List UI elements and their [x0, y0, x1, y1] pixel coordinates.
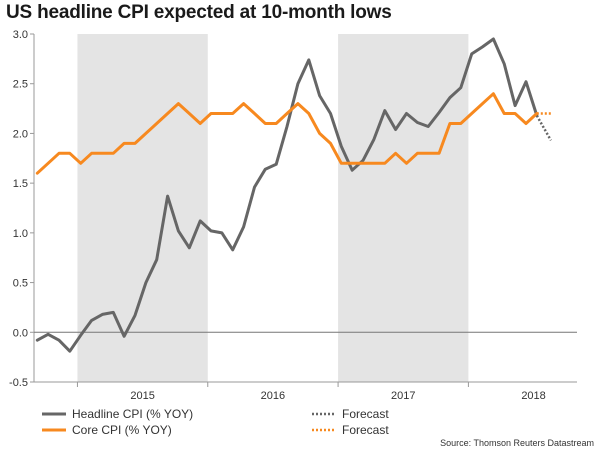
legend-label-core: Core CPI (% YOY) [72, 423, 172, 437]
y-tick-label: -0.5 [9, 377, 28, 389]
source-note: Source: Thomson Reuters Datastream [440, 438, 594, 448]
axes [33, 34, 577, 383]
x-tick-label-2018: 2018 [521, 390, 545, 402]
headline-forecast-line [535, 114, 552, 142]
legend: Headline CPI (% YOY) Core CPI (% YOY) Fo… [42, 407, 389, 437]
legend-label-headline-forecast: Forecast [342, 407, 389, 421]
y-tick-label: 2.5 [13, 79, 28, 91]
x-tick-label-2015: 2015 [130, 390, 154, 402]
y-tick-label: 2.0 [13, 128, 28, 140]
core-cpi-line [35, 92, 539, 175]
y-tick-label: 0.0 [13, 327, 28, 339]
series-lines [35, 37, 552, 353]
shaded-years [77, 34, 469, 382]
x-tick-label-2016: 2016 [261, 390, 285, 402]
shade-year-2017 [338, 34, 469, 382]
legend-label-core-forecast: Forecast [342, 423, 389, 437]
shade-year-2015 [77, 34, 208, 382]
legend-label-headline: Headline CPI (% YOY) [72, 407, 193, 421]
y-tick-label: 1.0 [13, 228, 28, 240]
x-tick-label-2017: 2017 [391, 390, 415, 402]
y-tick-label: 3.0 [13, 29, 28, 41]
chart-title: US headline CPI expected at 10-month low… [6, 2, 392, 23]
y-tick-label: 0.5 [13, 278, 28, 290]
headline-cpi-line [35, 37, 539, 353]
x-axis-year-labels: 2015 2016 2017 2018 [76, 382, 546, 402]
y-tick-label: 1.5 [13, 178, 28, 190]
y-axis-ticks: 3.0 2.5 2.0 1.5 1.0 0.5 0.0 -0.5 [9, 29, 34, 389]
